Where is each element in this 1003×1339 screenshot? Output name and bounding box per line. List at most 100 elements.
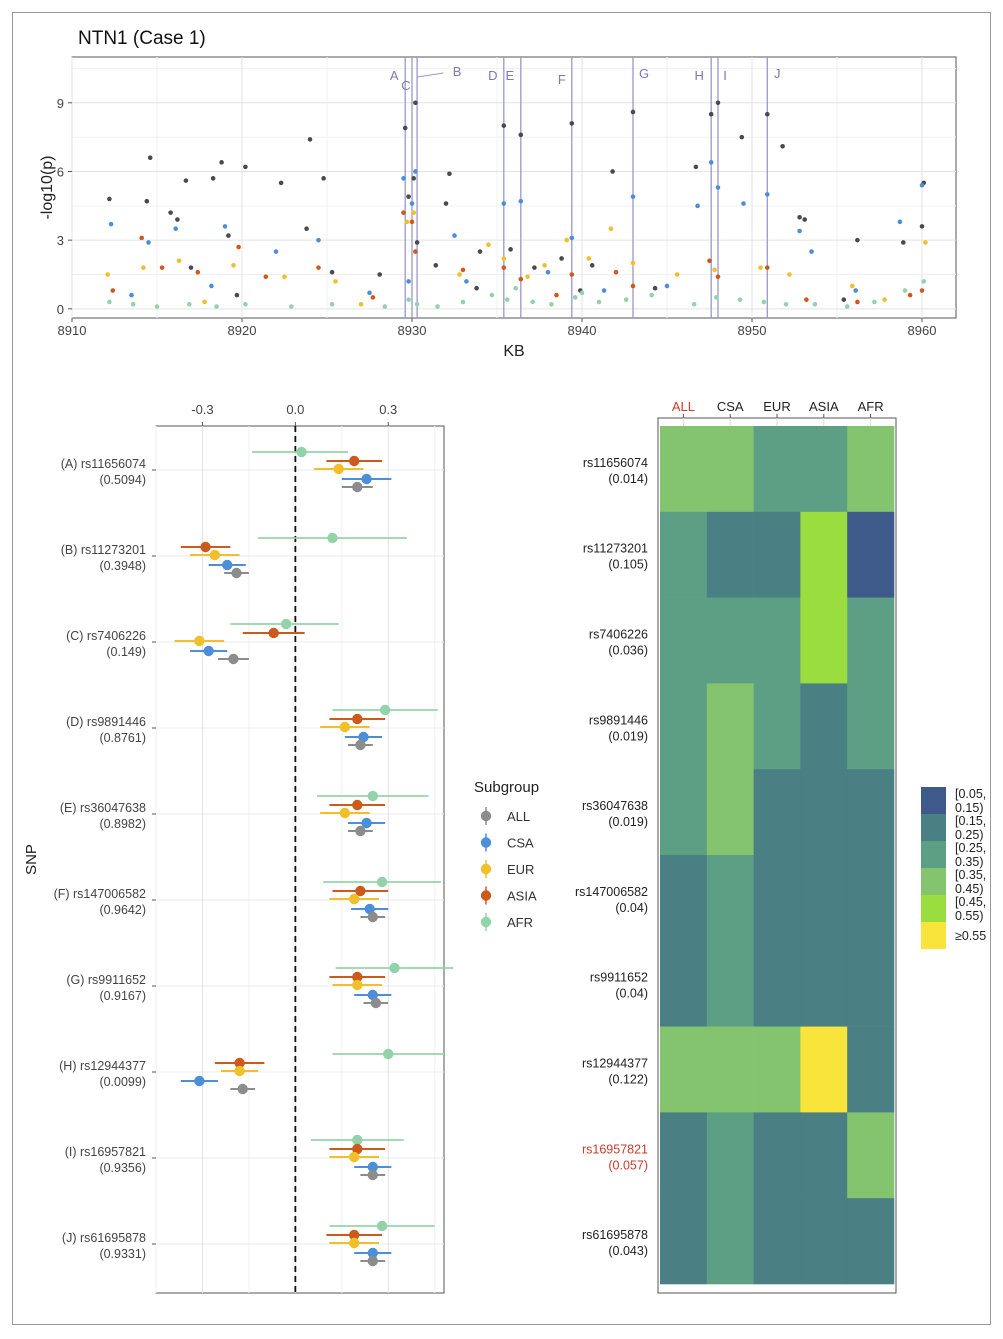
manhattan-point-all: [144, 198, 150, 204]
manhattan-point-eur: [564, 237, 569, 243]
forest-point-csa: [222, 559, 233, 571]
manhattan-point-all: [841, 297, 847, 302]
manhattan-point-csa: [569, 235, 575, 241]
forest-point-all: [370, 997, 382, 1009]
heatmap-legend-label: [0.35,: [955, 868, 986, 882]
manhattan-point-afr: [435, 304, 440, 309]
forest-snp-value: (0.149): [106, 645, 146, 659]
heatmap: rs11656074 (0.014) rs11273201 (0.105) rs7406…: [575, 399, 897, 1294]
manhattan-point-all: [321, 176, 326, 181]
manhattan-point-eur: [608, 226, 614, 232]
heatmap-legend-label: ≥0.55: [955, 929, 986, 943]
forest-snp-label: (A) rs11656074: [61, 457, 146, 471]
manhattan-point-afr: [761, 299, 767, 305]
manhattan-point-all: [508, 247, 513, 252]
manhattan-point-eur: [231, 263, 236, 268]
forest-panel: [155, 425, 445, 1294]
manhattan-point-all: [329, 269, 335, 275]
heatmap-legend-swatch: [921, 922, 946, 949]
forest-point-afr: [389, 962, 400, 974]
forest-point-eur: [209, 549, 221, 561]
legend-label-csa: CSA: [507, 836, 534, 851]
heatmap-legend-swatch: [921, 841, 946, 868]
heatmap-cell: [847, 940, 895, 1027]
forest-x-tick-label: -0.3: [191, 402, 213, 417]
manhattan-point-afr: [504, 297, 510, 302]
heatmap-column-label: EUR: [763, 399, 790, 414]
forest-snp-value: (0.0099): [99, 1075, 146, 1089]
manhattan-point-csa: [209, 283, 214, 289]
manhattan-point-asia: [765, 265, 770, 270]
heatmap-cell: [706, 1026, 754, 1113]
forest-snp-label: (D) rs9891446: [66, 715, 146, 729]
manhattan-x-tick-label: 8940: [568, 323, 597, 338]
manhattan-x-tick-label: 8910: [58, 323, 87, 338]
manhattan-point-csa: [401, 176, 406, 181]
heatmap-cell: [847, 597, 895, 684]
manhattan-point-all: [433, 263, 439, 268]
heatmap-cell: [753, 511, 801, 598]
manhattan-point-afr: [872, 299, 877, 305]
manhattan-point-all: [532, 265, 537, 270]
manhattan-point-asia: [460, 267, 466, 273]
manhattan-point-all: [278, 180, 284, 186]
manhattan-point-afr: [649, 292, 654, 298]
marker-label-connector: [417, 72, 444, 78]
heatmap-legend-label: [0.45,: [955, 895, 986, 909]
heatmap-column-label: CSA: [717, 399, 744, 414]
manhattan-point-all: [559, 256, 564, 261]
forest-point-asia: [200, 541, 211, 553]
forest-point-csa: [367, 989, 378, 1001]
manhattan-point-all: [797, 214, 802, 220]
manhattan-point-eur: [525, 274, 530, 280]
heatmap-cell: [706, 940, 754, 1027]
heatmap-cell: [660, 1026, 708, 1113]
manhattan-point-eur: [923, 240, 928, 245]
manhattan-point-asia: [236, 244, 241, 250]
manhattan-x-tick-label: 8920: [228, 323, 257, 338]
heatmap-legend: [0.05,0.15)[0.15,0.25)[0.25,0.35)[0.35,0…: [921, 787, 986, 949]
manhattan-point-all: [693, 164, 699, 170]
manhattan-point-all: [765, 111, 770, 117]
manhattan-point-all: [183, 178, 189, 183]
manhattan-point-all: [447, 171, 452, 177]
forest-point-all: [367, 1255, 378, 1267]
forest-point-csa: [203, 645, 214, 657]
manhattan-point-csa: [715, 185, 721, 190]
manhattan-point-csa: [695, 203, 700, 209]
forest-point-csa: [364, 903, 375, 915]
forest-point-all: [367, 1169, 378, 1181]
heatmap-legend-swatch: [921, 868, 946, 895]
legend-key-eur: [480, 863, 492, 875]
manhattan-point-afr: [921, 279, 926, 284]
manhattan-point-asia: [518, 276, 524, 282]
manhattan-point-csa: [146, 240, 151, 245]
manhattan-point-afr: [691, 301, 697, 307]
forest-point-asia: [234, 1057, 245, 1069]
manhattan-point-all: [402, 125, 408, 131]
forest-point-asia: [352, 971, 363, 983]
manhattan-point-asia: [110, 288, 116, 293]
heatmap-cell: [660, 597, 708, 684]
marker-label-j: J: [774, 66, 781, 81]
forest-point-csa: [367, 1247, 378, 1259]
manhattan-point-all: [474, 285, 479, 291]
manhattan-point-csa: [518, 198, 524, 204]
legend-title: Subgroup: [474, 779, 539, 796]
forest-point-eur: [333, 463, 344, 475]
manhattan-point-eur: [712, 267, 717, 273]
marker-label-h: H: [695, 68, 704, 83]
manhattan-y-tick-label: 6: [57, 164, 64, 179]
manhattan-point-afr: [549, 301, 554, 307]
heatmap-legend-label: [0.15,: [955, 814, 986, 828]
manhattan-point-afr: [812, 301, 818, 307]
heatmap-cell: [660, 940, 708, 1027]
forest-point-all: [367, 911, 378, 923]
manhattan-point-all: [304, 226, 309, 232]
forest-point-csa: [367, 1161, 378, 1173]
manhattan-point-csa: [797, 228, 802, 234]
manhattan-point-afr: [414, 301, 420, 307]
forest-snp-label: (F) rs147006582: [54, 887, 146, 901]
manhattan-point-afr: [187, 301, 192, 307]
manhattan-point-csa: [273, 249, 279, 254]
